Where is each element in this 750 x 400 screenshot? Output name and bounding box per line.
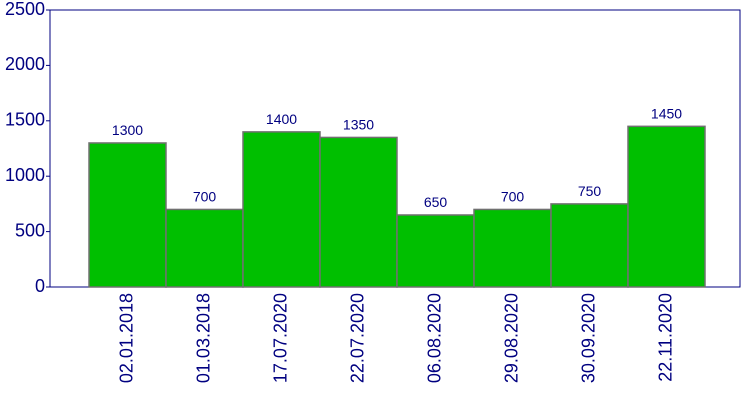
value-label: 1400 [266,111,297,127]
y-tick-label: 1000 [5,165,45,185]
bar [319,136,398,288]
value-label: 700 [501,188,525,204]
value-label: 750 [578,183,602,199]
x-tick-label: 22.11.2020 [655,293,675,382]
bar [396,214,475,288]
x-tick-label: 02.01.2018 [116,293,136,383]
x-tick-label: 22.07.2020 [347,293,367,383]
x-tick-label: 30.09.2020 [578,293,598,383]
x-tick-label: 06.08.2020 [424,293,444,383]
bar [165,208,244,288]
x-tick-label: 29.08.2020 [501,293,521,383]
value-label: 1350 [343,116,374,132]
bar [242,131,321,288]
value-label: 1300 [112,122,143,138]
value-label: 700 [193,188,217,204]
y-tick-label: 500 [15,220,45,240]
x-tick-label: 17.07.2020 [270,293,290,383]
bar [550,203,629,288]
y-tick-label: 2000 [5,54,45,74]
bar [473,208,552,288]
y-tick-label: 2500 [5,0,45,19]
bar [88,142,167,288]
bar [627,125,706,288]
value-label: 1450 [651,105,682,121]
y-tick-label: 1500 [5,110,45,130]
y-tick-label: 0 [35,276,45,296]
value-label: 650 [424,194,448,210]
x-tick-label: 01.03.2018 [193,293,213,383]
